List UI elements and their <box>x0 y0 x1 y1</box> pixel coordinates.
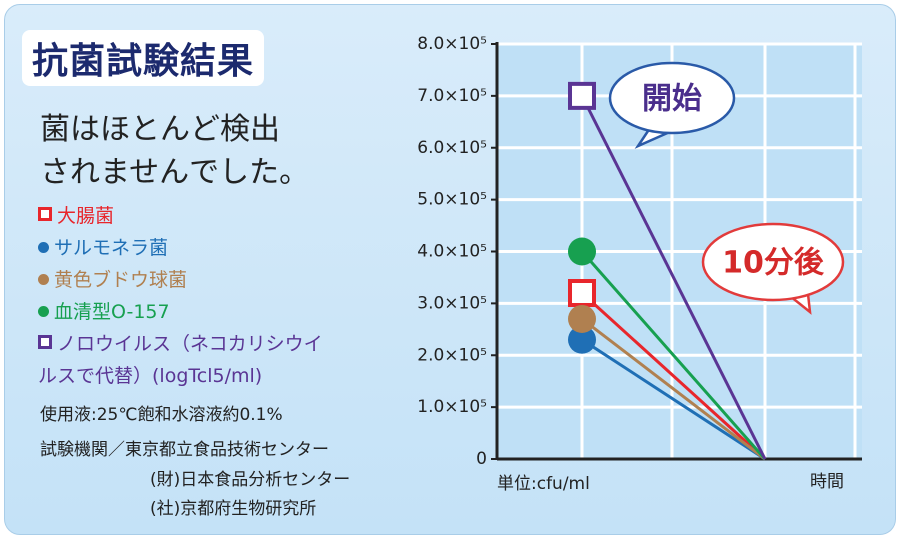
series-line <box>580 95 767 460</box>
y-axis-label: 単位:cfu/ml <box>497 474 590 494</box>
callout <box>608 61 736 135</box>
callout <box>701 222 845 302</box>
marker <box>568 325 596 354</box>
legend-label: サルモネラ菌 <box>54 237 169 259</box>
x-category-label: 開始 <box>642 82 702 117</box>
legend-item: ノロウイルス（ネコカリシウイルスで代替）(logTcl5/ml) <box>38 328 338 392</box>
marker <box>568 279 596 307</box>
y-tick-label: 4.0×10⁵ <box>417 242 487 262</box>
series-line <box>581 317 766 461</box>
title: 抗菌試験結果 <box>22 30 265 86</box>
marker <box>568 237 596 266</box>
x-axis-label: 時間 <box>810 472 844 492</box>
x-category-label: 10分後 <box>722 246 825 281</box>
legend: 大腸菌サルモネラ菌 黄色ブドウ球菌 血清型O-157 ノロウイルス（ネコカリシウイルス… <box>38 200 338 392</box>
y-tick-label: 1.0×10⁵ <box>417 397 487 417</box>
series-line <box>580 291 767 461</box>
note: 使用液:25℃飽和水溶液約0.1% <box>40 405 283 425</box>
note: (社)京都府生物研究所 <box>150 499 317 519</box>
y-tick-label: 5.0×10⁵ <box>417 190 487 210</box>
note: 試験機関／東京都立食品技術センター <box>40 440 329 460</box>
legend-label: 黄色ブドウ球菌 <box>54 269 188 291</box>
subtitle: されませんでした。 <box>40 155 310 190</box>
legend-marker <box>38 242 49 253</box>
legend-marker <box>38 335 52 349</box>
legend-item: 血清型O-157 <box>38 296 338 328</box>
legend-item: サルモネラ菌 <box>38 232 338 264</box>
legend-marker <box>38 274 49 285</box>
series-line <box>581 338 766 461</box>
legend-label: 大腸菌 <box>57 205 115 227</box>
marker <box>568 304 596 333</box>
y-tick-label: 8.0×10⁵ <box>417 34 487 54</box>
marker <box>568 81 596 110</box>
legend-label: 血清型O-157 <box>54 301 170 323</box>
y-tick-label: 6.0×10⁵ <box>417 138 487 158</box>
note: (財)日本食品分析センター <box>150 470 351 490</box>
y-tick-label: 7.0×10⁵ <box>417 86 487 106</box>
legend-label: ノロウイルス（ネコカリシウイルスで代替）(logTcl5/ml) <box>38 333 323 387</box>
subtitle: 菌はほとんど検出 <box>40 112 280 147</box>
y-tick-label: 2.0×10⁵ <box>417 345 487 365</box>
y-tick-label: 3.0×10⁵ <box>417 293 487 313</box>
legend-item: 黄色ブドウ球菌 <box>38 264 338 296</box>
legend-marker <box>38 306 49 317</box>
legend-marker <box>38 207 52 221</box>
y-tick-label: 0 <box>476 449 487 469</box>
series-line <box>580 250 767 460</box>
legend-item: 大腸菌 <box>38 200 338 232</box>
